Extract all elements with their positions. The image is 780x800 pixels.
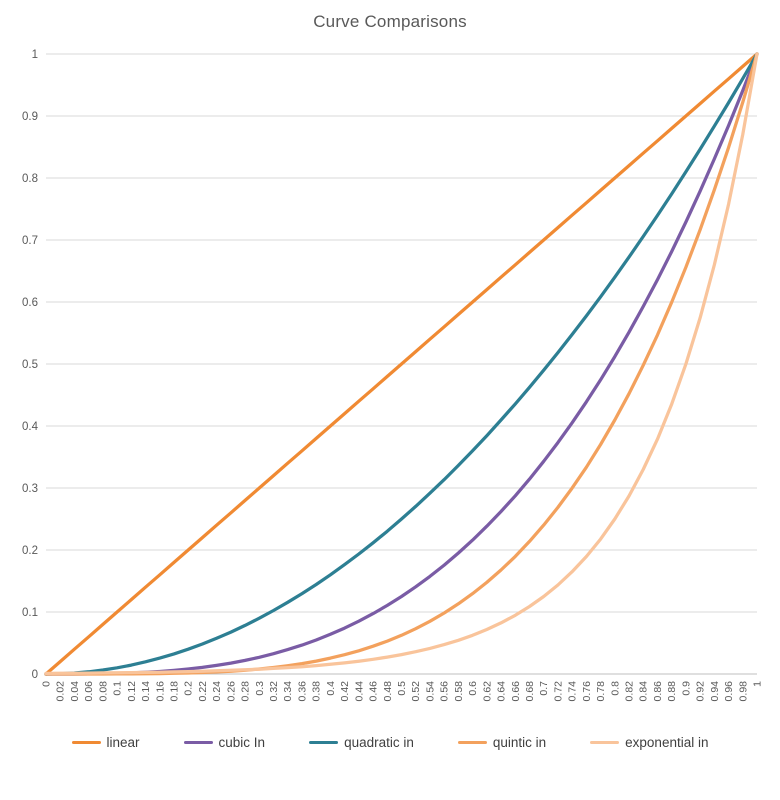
legend-item-quadratic-in: quadratic in (309, 735, 414, 750)
x-axis-tick-label: 0.94 (709, 681, 721, 702)
x-axis-tick-label: 0.2 (183, 681, 195, 696)
y-axis-tick-label: 0.3 (22, 483, 38, 495)
x-axis-tick-label: 0 (41, 681, 53, 687)
y-axis-tick-label: 0.9 (22, 111, 38, 123)
x-axis-tick-label: 0.64 (496, 681, 508, 702)
x-axis-tick-label: 0.86 (652, 681, 664, 702)
y-axis-tick-label: 0.5 (22, 359, 38, 371)
x-axis-tick-label: 0.9 (680, 681, 692, 696)
x-axis-tick-label: 0.96 (723, 681, 735, 702)
x-axis-tick-label: 0.04 (69, 681, 81, 702)
y-axis-tick-label: 0.4 (22, 421, 39, 433)
x-axis-tick-label: 0.6 (467, 681, 479, 696)
x-axis-tick-label: 0.8 (609, 681, 621, 696)
legend-swatch-cubic-in (183, 740, 213, 745)
x-axis-tick-label: 0.12 (126, 681, 138, 702)
x-axis-tick-label: 0.24 (211, 681, 223, 702)
y-axis-tick-label: 1 (32, 49, 38, 61)
x-axis-tick-label: 0.88 (666, 681, 678, 702)
x-axis-tick-label: 0.42 (339, 681, 351, 702)
series-line-quadratic-in (44, 52, 759, 676)
x-axis-tick-label: 0.08 (97, 681, 109, 702)
x-axis-tick-label: 0.52 (410, 681, 422, 702)
x-axis-tick-label: 0.4 (325, 681, 337, 696)
legend-label-quintic-in: quintic in (492, 735, 547, 750)
x-axis-tick-label: 0.58 (453, 681, 465, 702)
x-axis-tick-label: 0.48 (382, 681, 394, 702)
legend-item-linear: linear (71, 735, 140, 750)
x-axis-tick-label: 0.76 (581, 681, 593, 702)
x-axis-tick-label: 0.66 (510, 681, 522, 702)
x-axis-tick-label: 0.92 (695, 681, 707, 702)
y-axis-tick-label: 0.1 (22, 607, 38, 619)
x-axis-tick-label: 0.5 (396, 681, 408, 696)
x-axis-tick-label: 0.1 (112, 681, 124, 696)
y-axis-tick-label: 0.2 (22, 545, 38, 557)
x-axis-tick-label: 0.62 (481, 681, 493, 702)
legend-item-exponential-in: exponential in (590, 735, 708, 750)
x-axis-tick-label: 0.36 (296, 681, 308, 702)
series-line-linear (44, 52, 759, 676)
x-axis-tick-label: 0.32 (268, 681, 280, 702)
x-axis-tick-label: 0.28 (240, 681, 252, 702)
y-axis-tick-label: 0.6 (22, 297, 38, 309)
x-axis-tick-label: 0.84 (638, 681, 650, 702)
x-axis-tick-label: 0.68 (524, 681, 536, 702)
x-axis-tick-label: 0.16 (154, 681, 166, 702)
legend-swatch-quadratic-in (309, 740, 339, 745)
x-axis-tick-label: 0.38 (311, 681, 323, 702)
x-axis-tick-label: 0.44 (353, 681, 365, 702)
x-axis-tick-label: 0.02 (55, 681, 67, 702)
legend-label-quadratic-in: quadratic in (344, 735, 414, 750)
x-axis-tick-label: 0.56 (439, 681, 451, 702)
x-axis-tick-label: 0.06 (83, 681, 95, 702)
legend-item-quintic-in: quintic in (457, 735, 547, 750)
x-axis-tick-label: 0.54 (424, 681, 436, 702)
x-axis-tick-label: 0.34 (282, 681, 294, 702)
legend-label-linear: linear (106, 735, 140, 750)
legend-swatch-quintic-in (457, 740, 487, 745)
legend-swatch-exponential-in (590, 740, 620, 745)
x-axis-tick-label: 0.74 (567, 681, 579, 702)
x-axis-tick-label: 0.18 (168, 681, 180, 702)
x-axis-tick-label: 0.72 (552, 681, 564, 702)
legend-label-cubic-in: cubic In (218, 735, 266, 750)
x-axis-tick-label: 0.82 (624, 681, 636, 702)
chart-title: Curve Comparisons (313, 12, 467, 31)
y-axis-tick-label: 0 (32, 669, 38, 681)
x-axis-tick-label: 0.22 (197, 681, 209, 702)
legend-item-cubic-in: cubic In (183, 735, 266, 750)
x-axis-tick-label: 0.14 (140, 681, 152, 702)
x-axis-tick-label: 0.98 (737, 681, 749, 702)
x-axis-tick-label: 0.7 (538, 681, 550, 696)
legend-label-exponential-in: exponential in (625, 735, 709, 750)
series-line-exponential-in (44, 52, 759, 676)
legend-swatch-linear (71, 740, 101, 745)
y-axis-tick-label: 0.7 (22, 235, 38, 247)
x-axis-tick-label: 0.3 (254, 681, 266, 696)
y-axis-tick-label: 0.8 (22, 173, 38, 185)
x-axis-tick-label: 0.78 (595, 681, 607, 702)
x-axis-tick-label: 0.26 (225, 681, 237, 702)
x-axis-tick-label: 0.46 (368, 681, 380, 702)
chart-legend: linear cubic In quadratic in quintic in expo… (0, 735, 780, 750)
x-axis-tick-label: 1 (752, 681, 764, 687)
